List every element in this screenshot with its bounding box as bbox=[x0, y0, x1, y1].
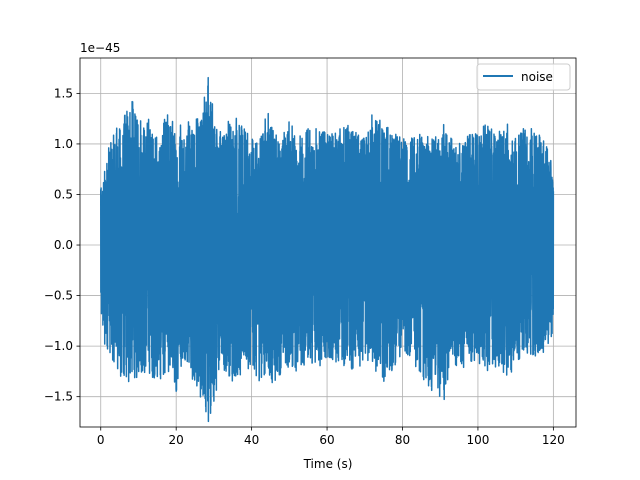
x-tick-label: 120 bbox=[542, 433, 565, 447]
y-tick-label: 0.5 bbox=[54, 187, 73, 201]
y-tick-label: 1.5 bbox=[54, 86, 73, 100]
y-tick-label: 0.0 bbox=[54, 238, 73, 252]
series-layer bbox=[100, 76, 555, 423]
legend-label: noise bbox=[521, 70, 553, 84]
x-tick-label: 0 bbox=[97, 433, 105, 447]
x-tick-label: 80 bbox=[395, 433, 410, 447]
plot-frame bbox=[79, 57, 577, 428]
y-offset-text: 1e−45 bbox=[80, 41, 120, 55]
legend-box bbox=[476, 63, 571, 91]
y-axis: −1.5 −1.0 −0.5 0.0 0.5 1.0 1.5 bbox=[44, 86, 80, 404]
series-noise-line bbox=[100, 76, 555, 423]
y-tick-label: 1.0 bbox=[54, 137, 73, 151]
x-axis: 0 20 40 60 80 100 120 bbox=[97, 427, 565, 447]
legend: noise bbox=[476, 63, 571, 91]
y-tick-label: −0.5 bbox=[44, 289, 73, 303]
x-tick-label: 40 bbox=[244, 433, 259, 447]
x-tick-label: 100 bbox=[466, 433, 489, 447]
y-tick-label: −1.5 bbox=[44, 390, 73, 404]
x-tick-label: 60 bbox=[319, 433, 334, 447]
x-axis-label: Time (s) bbox=[303, 457, 353, 471]
x-tick-label: 20 bbox=[169, 433, 184, 447]
y-tick-label: −1.0 bbox=[44, 339, 73, 353]
